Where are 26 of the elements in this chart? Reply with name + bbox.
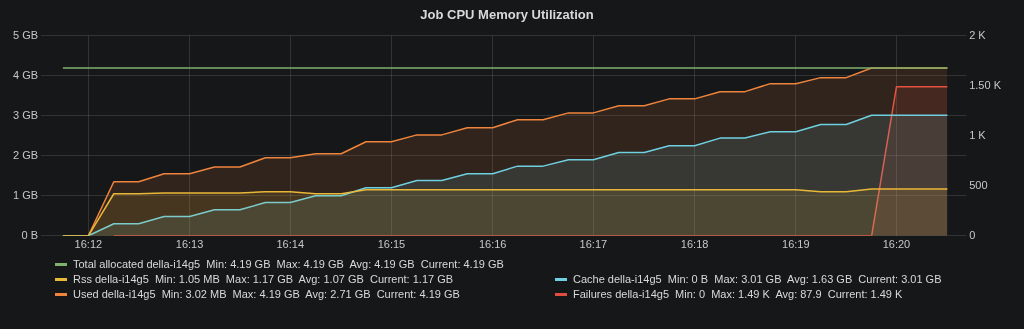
x-tick-label: 16:16 (478, 238, 507, 251)
y-tick-label: 0 B (21, 228, 39, 241)
y-tick-label: 5 GB (12, 28, 39, 41)
y2-tick-label: 1.50 K (969, 78, 1002, 91)
y2-tick-label: 500 (969, 178, 988, 191)
chart-title: Job CPU Memory Utilization (420, 7, 594, 23)
x-tick-label: 16:12 (74, 238, 103, 251)
x-tick-label: 16:19 (782, 238, 810, 251)
legend-label: Total allocated della-i14g5 Min: 4.19 GB Max: 4.19 GB Avg: 4.19 GB Current: 4.19 GB (73, 258, 504, 270)
y2-tick-label: 1 K (969, 128, 987, 141)
x-tick-label: 16:15 (377, 238, 406, 251)
x-tick-label: 16:20 (882, 238, 911, 251)
x-tick-label: 16:18 (680, 238, 709, 251)
y-tick-label: 3 GB (12, 108, 39, 121)
y-tick-label: 2 GB (12, 148, 39, 161)
x-tick-label: 16:14 (276, 238, 304, 251)
y2-tick-label: 0 (969, 228, 976, 241)
y2-tick-label: 2 K (969, 28, 987, 41)
y-tick-label: 4 GB (12, 68, 39, 81)
legend-label: Cache della-i14g5 Min: 0 B Max: 3.01 GB Avg: 1.63 GB Current: 3.01 GB (573, 273, 942, 285)
y-tick-label: 1 GB (12, 188, 39, 201)
legend-label: Rss della-i14g5 Min: 1.05 MB Max: 1.17 GB Avg: 1.07 GB Current: 1.17 GB (73, 273, 454, 285)
x-tick-label: 16:17 (579, 238, 608, 251)
legend-label: Used della-i14g5 Min: 3.02 MB Max: 4.19 GB Avg: 2.71 GB Current: 4.19 GB (73, 288, 460, 300)
x-tick-label: 16:13 (175, 238, 204, 251)
legend-label: Failures della-i14g5 Min: 0 Max: 1.49 K Avg: 87.9 Current: 1.49 K (573, 288, 903, 300)
